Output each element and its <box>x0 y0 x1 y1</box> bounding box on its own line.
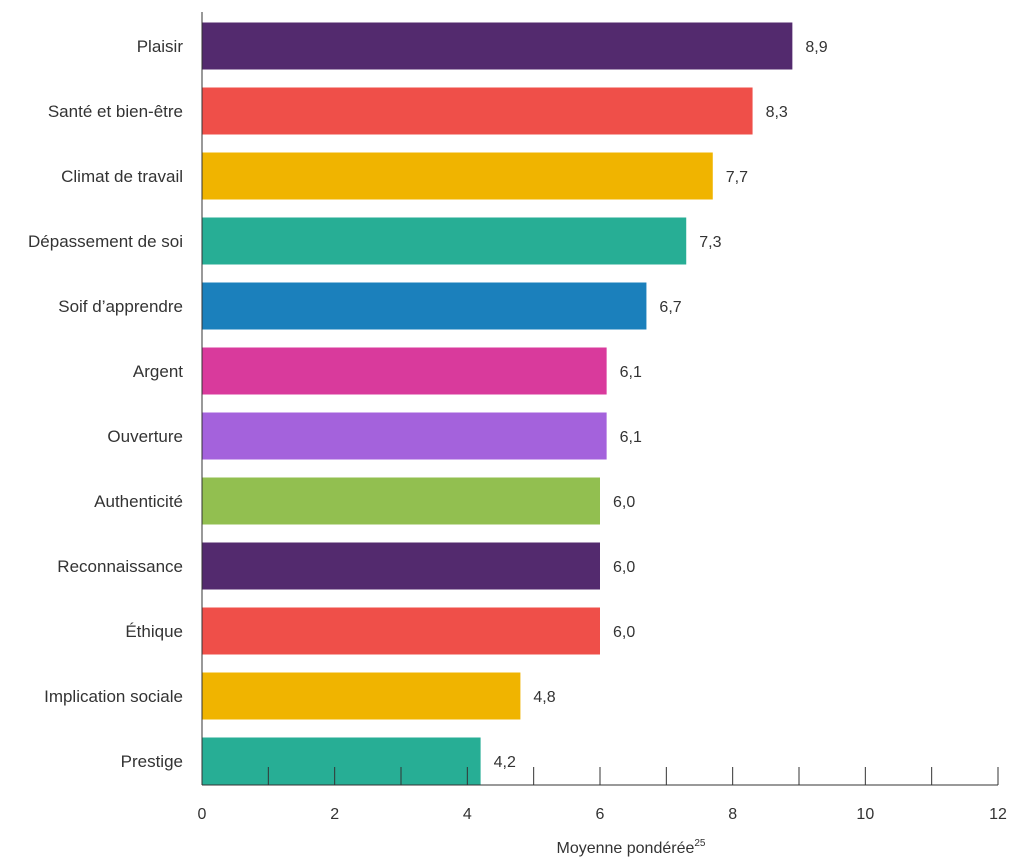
x-tick-label: 0 <box>198 806 207 823</box>
x-tick-label: 8 <box>728 806 737 823</box>
bar <box>202 412 607 460</box>
category-label: Éthique <box>125 622 183 641</box>
category-label: Implication sociale <box>44 687 183 706</box>
value-label: 6,7 <box>659 299 681 316</box>
bar <box>202 87 753 135</box>
category-label: Plaisir <box>137 37 184 56</box>
bar <box>202 282 647 330</box>
bar <box>202 347 607 395</box>
x-ticks-group: 0 2 4 6 8 10 12 <box>198 767 1007 823</box>
value-labels-group: 8,9 8,3 7,7 7,3 6,7 6,1 6,1 6,0 6,0 6,0 4,8 4,2 <box>494 39 828 771</box>
bar <box>202 672 521 720</box>
bar <box>202 477 600 525</box>
value-label: 8,9 <box>805 39 827 56</box>
bar <box>202 607 600 655</box>
bar <box>202 542 600 590</box>
value-label: 4,2 <box>494 754 516 771</box>
bar <box>202 737 481 785</box>
value-label: 6,0 <box>613 559 635 576</box>
value-label: 6,0 <box>613 624 635 641</box>
category-label: Prestige <box>121 752 183 771</box>
x-axis-title-superscript: 25 <box>694 838 706 849</box>
bar <box>202 152 713 200</box>
category-label: Reconnaissance <box>57 557 183 576</box>
x-tick-label: 2 <box>330 806 339 823</box>
category-label: Argent <box>133 362 183 381</box>
x-tick-label: 10 <box>856 806 874 823</box>
category-label: Ouverture <box>107 427 183 446</box>
category-label: Climat de travail <box>61 167 183 186</box>
value-label: 8,3 <box>766 104 788 121</box>
bars-group <box>202 22 793 785</box>
value-label: 7,7 <box>726 169 748 186</box>
bar <box>202 22 793 70</box>
x-axis-title-text: Moyenne pondérée <box>556 840 694 857</box>
bar <box>202 217 687 265</box>
category-label: Santé et bien-être <box>48 102 183 121</box>
category-label: Dépassement de soi <box>28 232 183 251</box>
value-label: 6,0 <box>613 494 635 511</box>
category-label: Authenticité <box>94 492 183 511</box>
category-labels-group: Plaisir Santé et bien-être Climat de trava… <box>28 37 183 771</box>
value-label: 6,1 <box>620 364 642 381</box>
x-axis-title: Moyenne pondérée25 <box>556 838 705 857</box>
value-label: 6,1 <box>620 429 642 446</box>
category-label: Soif d’apprendre <box>58 297 183 316</box>
x-tick-label: 6 <box>596 806 605 823</box>
x-tick-label: 12 <box>989 806 1007 823</box>
value-label: 7,3 <box>699 234 721 251</box>
value-label: 4,8 <box>533 689 555 706</box>
x-tick-label: 4 <box>463 806 472 823</box>
